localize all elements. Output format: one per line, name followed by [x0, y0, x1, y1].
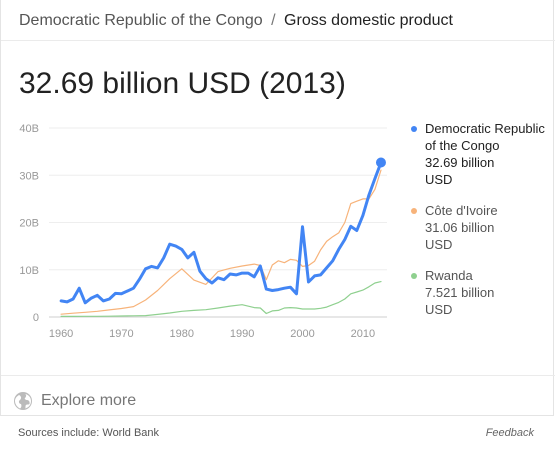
latest-value-point	[375, 157, 386, 168]
x-tick-label: 2010	[351, 328, 375, 340]
feedback-link[interactable]: Feedback	[485, 427, 534, 439]
breadcrumb: Democratic Republic of the Congo / Gross…	[19, 10, 453, 32]
x-tick-label: 2000	[290, 328, 314, 340]
legend-dot-drc	[411, 126, 417, 132]
headline-value: 32.69 billion USD (2013)	[19, 67, 346, 100]
globe-icon	[14, 392, 32, 410]
legend-value: 31.06 billion	[425, 220, 495, 235]
y-tick-label: 0	[33, 312, 39, 324]
gdp-line-chart[interactable]: 0 10B 20B 30B 40B 1960 1970 1980 1990 2000 2010	[1, 110, 401, 350]
legend-item-rwanda[interactable]: Rwanda 7.521 billion USD	[407, 267, 553, 318]
x-tick-label: 1970	[109, 328, 133, 340]
legend-name: Côte d'Ivoire	[425, 203, 498, 218]
legend-unit: USD	[425, 172, 453, 187]
breadcrumb-separator: /	[271, 12, 276, 29]
legend-dot-rwanda	[411, 273, 417, 279]
series-line-rwanda	[60, 281, 382, 317]
explore-divider	[1, 375, 555, 376]
legend-dot-cote-divoire	[411, 208, 417, 214]
explore-more-button[interactable]: Explore more	[13, 388, 136, 414]
breadcrumb-metric: Gross domestic product	[284, 12, 453, 29]
legend-unit: USD	[425, 237, 453, 252]
y-tick-label: 30B	[19, 170, 39, 182]
y-tick-label: 10B	[19, 265, 39, 277]
footer: Sources include: World Bank Feedback	[0, 424, 556, 444]
breadcrumb-entity-link[interactable]: Democratic Republic of the Congo	[19, 12, 263, 29]
legend-unit: USD	[425, 302, 453, 317]
legend-value: 7.521 billion	[425, 285, 495, 300]
x-tick-label: 1990	[230, 328, 254, 340]
x-tick-label: 1980	[170, 328, 194, 340]
header-divider	[1, 40, 555, 41]
legend-name: Rwanda	[425, 268, 473, 283]
x-tick-label: 1960	[49, 328, 73, 340]
y-tick-label: 40B	[19, 123, 39, 135]
knowledge-card: Democratic Republic of the Congo / Gross…	[0, 0, 555, 416]
legend-name: Democratic Republic of the Congo	[425, 121, 545, 153]
series-line-drc	[59, 161, 383, 305]
legend-item-cote-divoire[interactable]: Côte d'Ivoire 31.06 billion USD	[407, 202, 553, 253]
chart-legend: Democratic Republic of the Congo 32.69 b…	[407, 120, 553, 332]
series-line-cote-divoire	[60, 169, 382, 315]
y-tick-label: 20B	[19, 218, 39, 230]
legend-value: 32.69 billion	[425, 155, 495, 170]
explore-more-label: Explore more	[41, 392, 137, 409]
legend-item-drc[interactable]: Democratic Republic of the Congo 32.69 b…	[407, 120, 553, 188]
sources-text: Sources include: World Bank	[18, 427, 160, 439]
